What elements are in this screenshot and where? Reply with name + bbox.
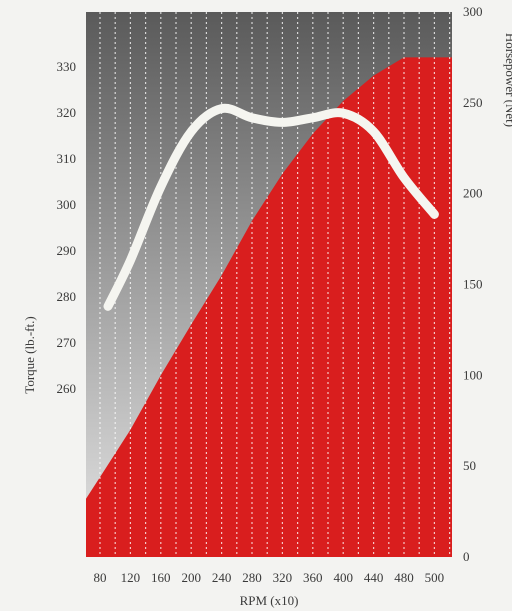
right-tick-label: 50 [463,458,476,473]
x-tick-label: 240 [212,570,232,585]
left-tick-label: 300 [57,197,77,212]
x-tick-label: 500 [425,570,445,585]
left-tick-label: 320 [57,105,77,120]
left-tick-label: 310 [57,151,77,166]
right-axis-ticks: 0 50 100 150 200 250 300 [463,4,483,564]
x-tick-label: 480 [394,570,414,585]
x-tick-label: 80 [94,570,107,585]
grid-lines [99,12,451,557]
torque-line [103,103,439,311]
left-tick-label: 290 [57,243,77,258]
right-tick-label: 300 [463,4,483,19]
horsepower-layer [86,57,452,558]
x-axis-title: RPM (x10) [240,593,299,608]
right-axis-title: Horsepower (Net) [503,33,512,127]
x-tick-label: 440 [364,570,384,585]
right-tick-label: 0 [463,549,470,564]
x-tick-label: 280 [242,570,262,585]
left-axis-title: Torque (lb.-ft.) [22,316,37,393]
right-tick-label: 250 [463,95,483,110]
left-tick-label: 280 [57,289,77,304]
x-axis-ticks: 80 120 160 200 240 280 320 360 400 440 480 500 [94,570,445,585]
left-axis-ticks: 260 270 280 290 300 310 320 330 [57,59,77,396]
right-tick-label: 100 [463,367,483,382]
horsepower-area [86,57,452,558]
right-tick-label: 200 [463,186,483,201]
left-tick-label: 260 [57,381,77,396]
x-tick-label: 200 [181,570,201,585]
left-tick-label: 330 [57,59,77,74]
torque-layer [103,103,439,311]
x-tick-label: 320 [273,570,293,585]
right-tick-label: 150 [463,277,483,292]
x-tick-label: 160 [151,570,171,585]
x-tick-label: 400 [333,570,353,585]
left-tick-label: 270 [57,335,77,350]
x-tick-label: 120 [121,570,141,585]
x-tick-label: 360 [303,570,323,585]
